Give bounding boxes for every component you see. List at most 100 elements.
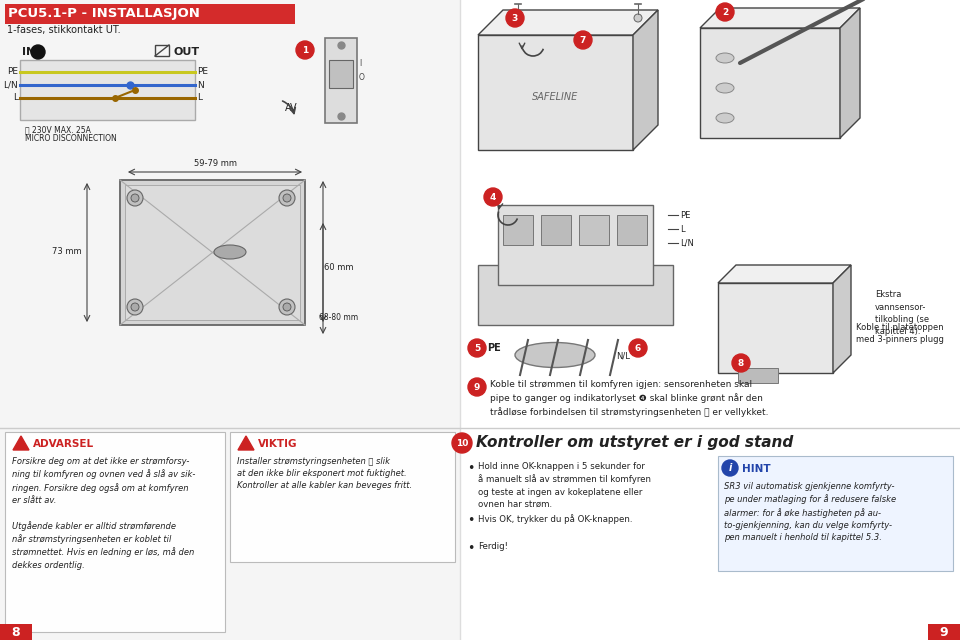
Text: 1-fases, stikkontakt UT.: 1-fases, stikkontakt UT. (7, 25, 121, 35)
Bar (325, 38, 357, 123)
Text: Ekstra
vannsensor-
tilkobling (se
kapittel 4).: Ekstra vannsensor- tilkobling (se kapitt… (875, 290, 929, 337)
Text: PCU5.1-P - INSTALLASJON: PCU5.1-P - INSTALLASJON (8, 8, 200, 20)
Circle shape (279, 299, 295, 315)
Bar (5, 4, 295, 24)
Ellipse shape (716, 113, 734, 123)
Text: O: O (359, 73, 365, 82)
Bar (738, 368, 778, 383)
Text: i: i (729, 463, 732, 473)
Circle shape (296, 41, 314, 59)
Text: 2: 2 (722, 8, 728, 17)
Circle shape (732, 354, 750, 372)
Text: IN: IN (22, 47, 36, 57)
Polygon shape (13, 436, 29, 450)
Bar (120, 180, 305, 325)
Text: 3: 3 (512, 14, 518, 23)
Polygon shape (833, 265, 851, 373)
Text: PE: PE (197, 67, 208, 77)
Text: VIKTIG: VIKTIG (258, 439, 298, 449)
Text: L/N: L/N (3, 81, 18, 90)
Text: 60 mm: 60 mm (324, 262, 353, 271)
Text: PE: PE (487, 343, 501, 353)
Polygon shape (840, 8, 860, 138)
Text: Forsikre deg om at det ikke er strømforsy-
ning til komfyren og ovnen ved å slå : Forsikre deg om at det ikke er strømfors… (12, 457, 196, 570)
Ellipse shape (515, 342, 595, 367)
Polygon shape (633, 10, 658, 150)
Circle shape (283, 303, 291, 311)
Circle shape (468, 339, 486, 357)
Polygon shape (700, 8, 860, 28)
Circle shape (127, 190, 143, 206)
Text: 8: 8 (738, 359, 744, 368)
Circle shape (484, 188, 502, 206)
Circle shape (629, 339, 647, 357)
Text: •: • (467, 514, 474, 527)
Text: 7: 7 (580, 36, 587, 45)
Text: Hvis OK, trykker du på OK-knappen.: Hvis OK, trykker du på OK-knappen. (478, 514, 633, 524)
Circle shape (716, 3, 734, 21)
Text: 1: 1 (301, 46, 308, 55)
Bar (617, 215, 647, 245)
Bar (125, 185, 300, 320)
Text: MICRO DISCONNECTION: MICRO DISCONNECTION (25, 134, 117, 143)
Ellipse shape (214, 245, 246, 259)
Text: N/L: N/L (616, 351, 630, 360)
Text: SAFELINE: SAFELINE (532, 92, 578, 102)
Text: L: L (13, 93, 18, 102)
Ellipse shape (716, 53, 734, 63)
Text: 68-80 mm: 68-80 mm (320, 312, 359, 321)
Polygon shape (238, 436, 254, 450)
Circle shape (131, 303, 139, 311)
Polygon shape (478, 10, 658, 35)
Text: N: N (197, 81, 204, 90)
Circle shape (131, 194, 139, 202)
Circle shape (127, 299, 143, 315)
Text: 6: 6 (635, 344, 641, 353)
Bar (928, 624, 960, 640)
Circle shape (722, 460, 738, 476)
Bar (230, 432, 455, 562)
Text: PE: PE (7, 67, 18, 77)
Text: OUT: OUT (173, 47, 199, 57)
Text: •: • (467, 462, 474, 475)
Text: Koble til strømmen til komfyren igjen: sensorenheten skal
pipe to ganger og indi: Koble til strømmen til komfyren igjen: s… (490, 380, 769, 417)
Bar (478, 35, 633, 150)
Polygon shape (718, 265, 851, 283)
Bar (718, 283, 833, 373)
Text: 10: 10 (456, 439, 468, 448)
Bar (498, 205, 653, 285)
Text: Koble til platetoppen
med 3-pinners plugg: Koble til platetoppen med 3-pinners plug… (856, 323, 944, 344)
Text: 9: 9 (474, 383, 480, 392)
Bar (329, 60, 353, 88)
Text: 4: 4 (490, 193, 496, 202)
Text: I: I (359, 59, 361, 68)
Circle shape (514, 14, 522, 22)
Bar (503, 215, 533, 245)
Text: PE: PE (680, 211, 690, 220)
Text: L: L (197, 93, 202, 102)
Text: L: L (680, 225, 684, 234)
Text: Installer strømstyringsenheten Ⓒ slik
at den ikke blir eksponert mot fuktighet.
: Installer strømstyringsenheten Ⓒ slik at… (237, 457, 412, 490)
Bar (579, 215, 609, 245)
Text: Hold inne OK-knappen i 5 sekunder for
å manuelt slå av strømmen til komfyren
og : Hold inne OK-knappen i 5 sekunder for å … (478, 462, 651, 509)
Circle shape (468, 378, 486, 396)
Bar (155, 45, 169, 56)
Bar (700, 28, 840, 138)
Bar (718, 456, 953, 571)
Bar (5, 432, 225, 632)
Text: Ferdig!: Ferdig! (478, 542, 508, 551)
Text: ADVARSEL: ADVARSEL (33, 439, 94, 449)
Circle shape (506, 9, 524, 27)
Text: HINT: HINT (742, 464, 771, 474)
Text: ⎒ 230V MAX. 25A: ⎒ 230V MAX. 25A (25, 125, 91, 134)
Text: Kontroller om utstyret er i god stand: Kontroller om utstyret er i god stand (476, 435, 793, 451)
Circle shape (283, 194, 291, 202)
Text: L/N: L/N (680, 239, 694, 248)
Bar (541, 215, 571, 245)
Circle shape (634, 14, 642, 22)
Text: 8: 8 (12, 625, 20, 639)
Text: •: • (467, 542, 474, 555)
Circle shape (279, 190, 295, 206)
Ellipse shape (716, 83, 734, 93)
Circle shape (452, 433, 472, 453)
